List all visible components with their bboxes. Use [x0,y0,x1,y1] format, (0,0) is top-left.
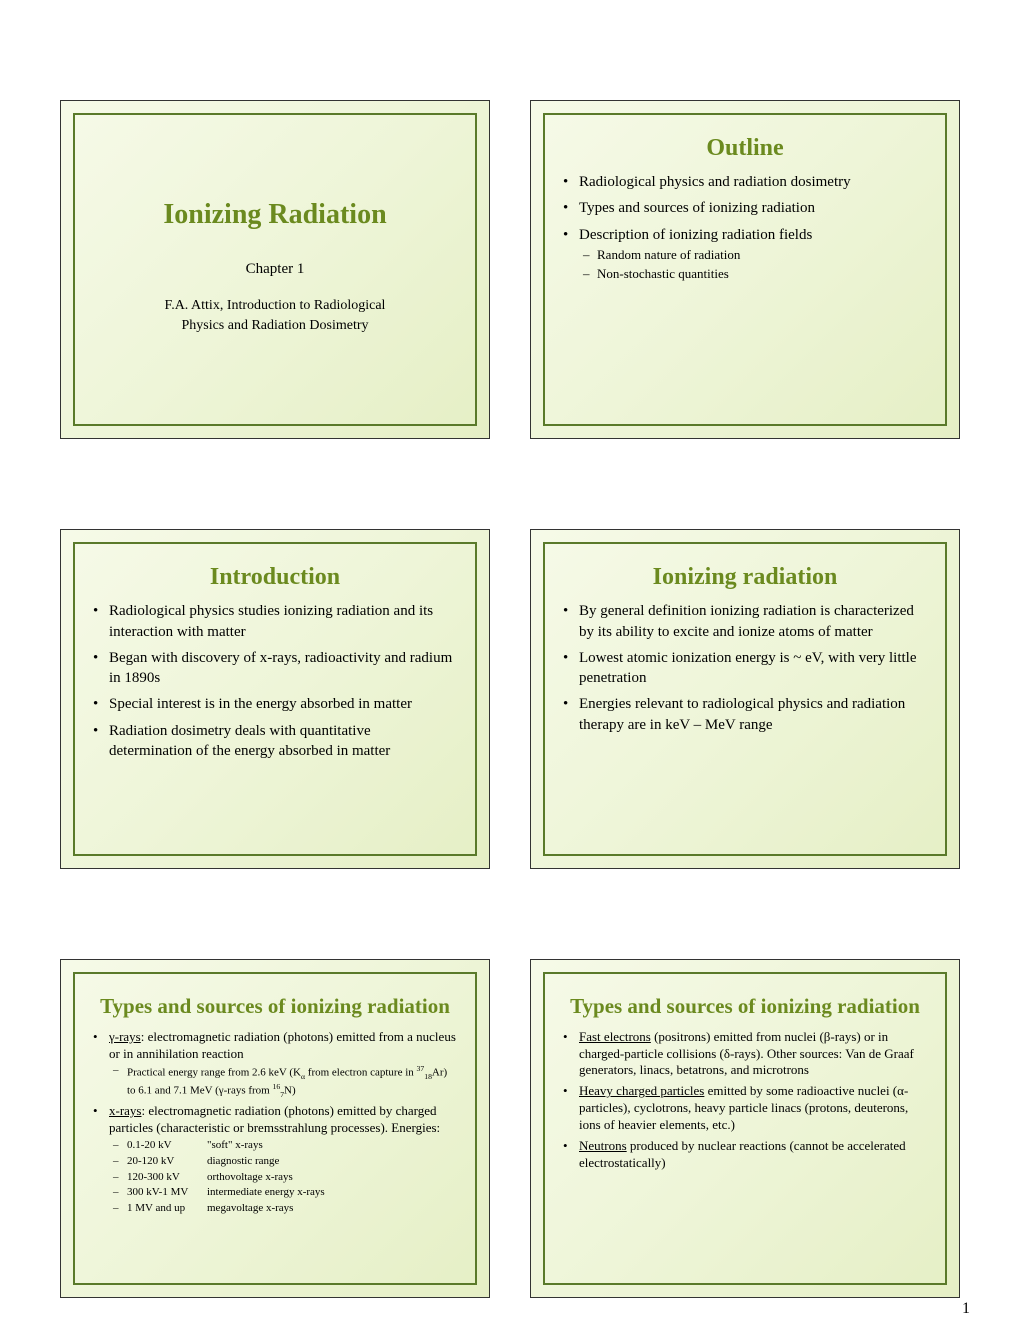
xray-range: 0.1-20 kV [127,1139,207,1153]
slide-introduction: Introduction Radiological physics studie… [60,529,490,868]
page-number: 1 [962,1300,970,1318]
slide-inner: Ionizing Radiation Chapter 1 F.A. Attix,… [73,113,477,426]
bullet-item: Began with discovery of x-rays, radioact… [93,648,457,689]
slide-types-sources-2: Types and sources of ionizing radiation … [530,959,960,1298]
bullet-list: By general definition ionizing radiation… [563,601,927,735]
xray-label: "soft" x-rays [207,1139,263,1153]
bullet-item: Radiation dosimetry deals with quantitat… [93,721,457,762]
author-line-2: Physics and Radiation Dosimetry [181,318,368,333]
xray-range: 1 MV and up [127,1202,207,1216]
slide-inner: Ionizing radiation By general definition… [543,542,947,855]
xray-label: megavoltage x-rays [207,1202,293,1216]
fast-electrons-label: Fast electrons [579,1029,651,1044]
xrays-label: x-rays [109,1103,142,1118]
heavy-charged-label: Heavy charged particles [579,1083,704,1098]
xray-range: 120-300 kV [127,1171,207,1185]
slide-inner: Types and sources of ionizing radiation … [543,972,947,1285]
xray-label: diagnostic range [207,1155,279,1169]
sub-bullet-item: Practical energy range from 2.6 keV (Kα … [109,1064,457,1099]
slide-title: Outline [563,135,927,162]
bullet-item: Energies relevant to radiological physic… [563,694,927,735]
neutrons-text: produced by nuclear reactions (cannot be… [579,1138,906,1170]
xray-range: 300 kV-1 MV [127,1186,207,1200]
xrays-text: : electromagnetic radiation (photons) em… [109,1103,440,1135]
bullet-item: By general definition ionizing radiation… [563,601,927,642]
author-line-1: F.A. Attix, Introduction to Radiological [165,298,386,313]
bullet-text: Description of ionizing radiation fields [579,227,812,243]
bullet-list: Radiological physics and radiation dosim… [563,172,927,283]
bullet-item: Types and sources of ionizing radiation [563,198,927,218]
gamma-sub-prefix: Practical energy range from 2.6 keV (K [127,1067,301,1079]
sub-bullet-item: Non-stochastic quantities [579,266,927,283]
slide-title: Ionizing radiation [563,564,927,591]
sub-bullet-item: 1 MV and upmegavoltage x-rays [109,1202,457,1216]
sub-bullet-item: 0.1-20 kV"soft" x-rays [109,1139,457,1153]
bullet-item: x-rays: electromagnetic radiation (photo… [93,1103,457,1216]
slide-inner: Introduction Radiological physics studie… [73,542,477,855]
bullet-item: Special interest is in the energy absorb… [93,694,457,714]
bullet-item: Neutrons produced by nuclear reactions (… [563,1138,927,1172]
xray-label: orthovoltage x-rays [207,1171,293,1185]
bullet-item: Description of ionizing radiation fields… [563,225,927,283]
bullet-list: Radiological physics studies ionizing ra… [93,601,457,761]
gamma-sub-end: N) [284,1085,296,1097]
gamma-rays-label: γ-rays [109,1029,141,1044]
sub-bullet-list: 0.1-20 kV"soft" x-rays 20-120 kVdiagnost… [109,1139,457,1216]
sub-bullet-item: Random nature of radiation [579,247,927,264]
bullet-item: Heavy charged particles emitted by some … [563,1083,927,1134]
bullet-item: Radiological physics and radiation dosim… [563,172,927,192]
bullet-item: Fast electrons (positrons) emitted from … [563,1029,927,1080]
bullet-item: Lowest atomic ionization energy is ~ eV,… [563,648,927,689]
slide-title: Types and sources of ionizing radiation [563,994,927,1019]
slide-title: Types and sources of ionizing radiation [93,994,457,1019]
bullet-list: γ-rays: electromagnetic radiation (photo… [93,1029,457,1216]
slide-title: Ionizing Radiation [93,199,457,231]
sub-bullet-item: 120-300 kVorthovoltage x-rays [109,1171,457,1185]
sub-bullet-item: 300 kV-1 MVintermediate energy x-rays [109,1186,457,1200]
slide-inner: Types and sources of ionizing radiation … [73,972,477,1285]
slide-inner: Outline Radiological physics and radiati… [543,113,947,426]
xray-label: intermediate energy x-rays [207,1186,325,1200]
slide-title: Introduction [93,564,457,591]
slide-ionizing-radiation: Ionizing radiation By general definition… [530,529,960,868]
gamma-rays-text: : electromagnetic radiation (photons) em… [109,1029,456,1061]
bullet-item: Radiological physics studies ionizing ra… [93,601,457,642]
sub-bullet-list: Random nature of radiation Non-stochasti… [579,247,927,283]
neutrons-label: Neutrons [579,1138,627,1153]
slide-title-slide: Ionizing Radiation Chapter 1 F.A. Attix,… [60,100,490,439]
bullet-item: γ-rays: electromagnetic radiation (photo… [93,1029,457,1100]
slide-subtitle: Chapter 1 [93,261,457,278]
slide-outline: Outline Radiological physics and radiati… [530,100,960,439]
xray-range: 20-120 kV [127,1155,207,1169]
slide-author: F.A. Attix, Introduction to Radiological… [93,296,457,335]
sub-bullet-list: Practical energy range from 2.6 keV (Kα … [109,1064,457,1099]
page-grid: Ionizing Radiation Chapter 1 F.A. Attix,… [0,0,1020,1338]
sub-bullet-item: 20-120 kVdiagnostic range [109,1155,457,1169]
slide-types-sources-1: Types and sources of ionizing radiation … [60,959,490,1298]
bullet-list: Fast electrons (positrons) emitted from … [563,1029,927,1172]
gamma-sub-mid: from electron capture in [305,1067,416,1079]
